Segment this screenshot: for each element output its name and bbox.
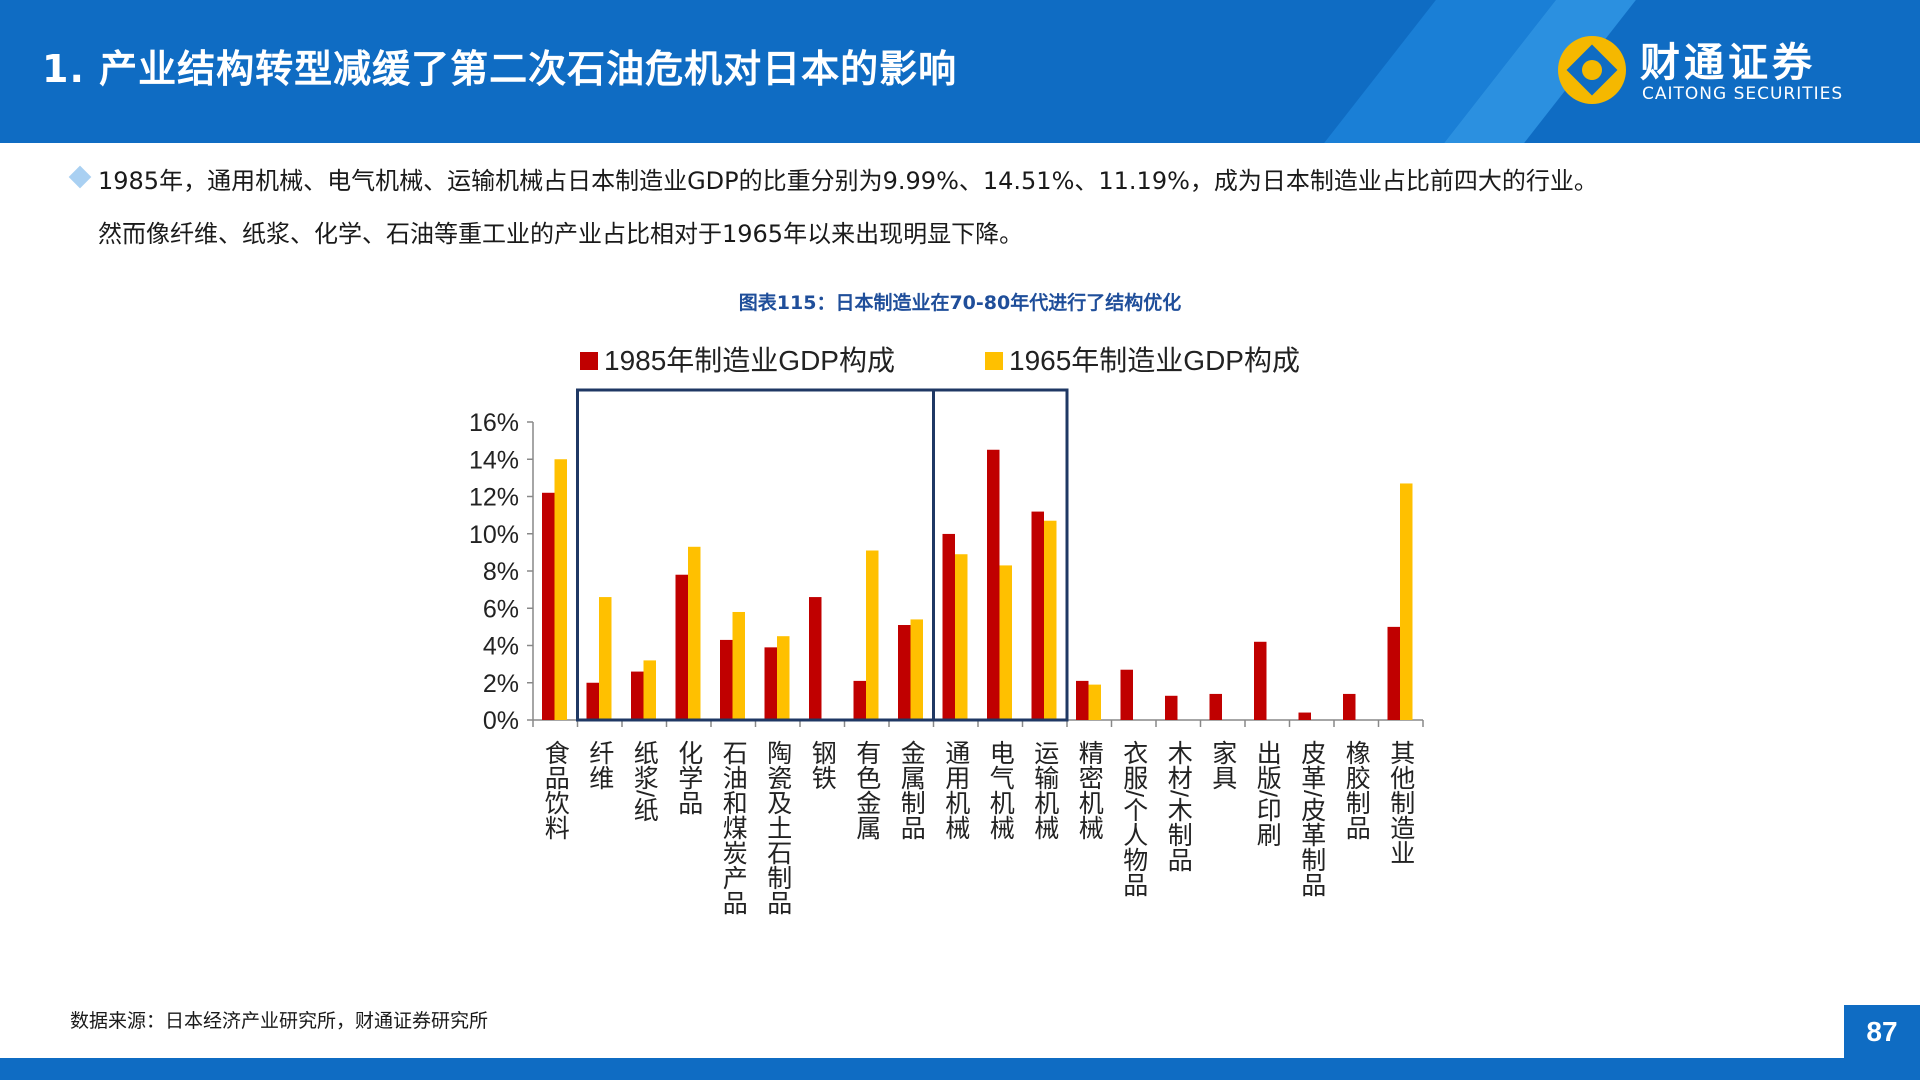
caitong-logo-icon bbox=[1558, 36, 1626, 104]
bar-1965 bbox=[1400, 483, 1413, 720]
x-category-label: 精密机械 bbox=[1075, 740, 1104, 840]
y-tick-label: 6% bbox=[483, 595, 519, 623]
logo-company-name-en: CAITONG SECURITIES bbox=[1642, 84, 1844, 104]
x-category-label: 橡胶制品 bbox=[1342, 740, 1371, 840]
y-tick-label: 0% bbox=[483, 707, 519, 735]
x-category-label: 化学品 bbox=[675, 740, 703, 815]
data-source-note: 数据来源：日本经济产业研究所，财通证券研究所 bbox=[70, 1010, 489, 1032]
y-tick-label: 2% bbox=[483, 670, 519, 698]
x-category-label: 食品饮料 bbox=[541, 740, 570, 840]
logo-company-name: 财通证券 bbox=[1640, 40, 1816, 86]
bar-1985 bbox=[1209, 693, 1222, 720]
bar-1985 bbox=[720, 639, 733, 720]
x-category-label: 陶瓷及土石制品 bbox=[764, 740, 793, 915]
y-tick-label: 12% bbox=[469, 484, 519, 512]
x-category-label: 钢铁 bbox=[808, 740, 837, 790]
bar-1965 bbox=[1088, 684, 1101, 720]
legend-swatch bbox=[580, 352, 598, 370]
bar-1965 bbox=[599, 597, 612, 720]
bar-1985 bbox=[898, 625, 911, 720]
body-line-1: 1985年，通用机械、电气机械、运输机械占日本制造业GDP的比重分别为9.99%… bbox=[98, 167, 1598, 195]
bar-1965 bbox=[910, 619, 923, 720]
bar-1965 bbox=[866, 550, 879, 720]
x-category-label: 纤维 bbox=[586, 740, 615, 790]
bar-1965 bbox=[1044, 520, 1057, 720]
legend-label: 1985年制造业GDP构成 bbox=[604, 345, 895, 376]
highlight-box-machinery bbox=[932, 388, 1069, 722]
page-number: 87 bbox=[1844, 1005, 1920, 1058]
x-category-label: 出版/印刷 bbox=[1253, 740, 1282, 847]
bar-1985 bbox=[1031, 511, 1044, 720]
bar-1985 bbox=[631, 671, 644, 720]
company-logo: 财通证券 CAITONG SECURITIES bbox=[1552, 26, 1872, 116]
bar-1985 bbox=[942, 533, 955, 720]
bar-1985 bbox=[1076, 680, 1089, 720]
y-tick-label: 16% bbox=[469, 409, 519, 437]
bar-1985 bbox=[809, 597, 822, 720]
legend-label: 1965年制造业GDP构成 bbox=[1009, 345, 1300, 376]
y-tick-label: 14% bbox=[469, 446, 519, 474]
x-category-label: 石油和煤炭产品 bbox=[719, 740, 748, 915]
bar-1985 bbox=[586, 682, 599, 720]
footer-bar bbox=[0, 1058, 1920, 1080]
x-category-label: 家具 bbox=[1209, 740, 1238, 790]
bar-1985 bbox=[764, 647, 777, 720]
bar-1985 bbox=[1120, 669, 1133, 720]
bar-1965 bbox=[554, 459, 567, 720]
x-category-label: 有色金属 bbox=[853, 740, 882, 840]
bar-1965 bbox=[688, 546, 701, 720]
bar-1985 bbox=[1298, 712, 1311, 720]
legend-swatch bbox=[985, 352, 1003, 370]
diamond-bullet-icon bbox=[68, 165, 92, 189]
x-category-label: 通用机械 bbox=[942, 740, 971, 840]
x-category-label: 电气机械 bbox=[986, 740, 1015, 840]
x-category-label: 纸浆/纸 bbox=[630, 740, 659, 822]
x-category-label: 木材/木制品 bbox=[1164, 740, 1193, 872]
bar-1985 bbox=[542, 492, 555, 720]
y-tick-label: 4% bbox=[483, 633, 519, 661]
bar-1965 bbox=[732, 611, 745, 720]
bar-1985 bbox=[675, 574, 688, 720]
bar-1985 bbox=[1254, 641, 1267, 720]
highlight-box-heavy-industry bbox=[576, 388, 935, 722]
bar-1985 bbox=[853, 680, 866, 720]
manufacturing-gdp-bar-chart: 0% 2% 4% 6% 8% 10% 12% 14% 16% 食品饮料 纤维 纸浆/纸 化学品 石油和煤炭… bbox=[469, 345, 1424, 915]
body-line-2: 然而像纤维、纸浆、化学、石油等重工业的产业占比相对于1965年以来出现明显下降。 bbox=[98, 220, 1024, 248]
x-category-label: 运输机械 bbox=[1031, 740, 1060, 840]
x-category-label: 金属制品 bbox=[897, 740, 926, 840]
bar-1965 bbox=[999, 565, 1012, 720]
y-tick-label: 10% bbox=[469, 521, 519, 549]
y-tick-label: 8% bbox=[483, 558, 519, 586]
header-bar: 1. 产业结构转型减缓了第二次石油危机对日本的影响 财通证券 CAITONG S… bbox=[0, 0, 1920, 143]
page-title: 1. 产业结构转型减缓了第二次石油危机对日本的影响 bbox=[42, 47, 958, 91]
x-category-label: 衣服/个人物品 bbox=[1120, 740, 1149, 897]
bar-1965 bbox=[777, 636, 790, 720]
bar-1965 bbox=[955, 554, 968, 720]
bar-1985 bbox=[1387, 626, 1400, 720]
bar-1985 bbox=[987, 449, 1000, 720]
bar-1965 bbox=[643, 660, 656, 720]
x-category-label: 其他制造业 bbox=[1387, 740, 1416, 865]
bar-1985 bbox=[1343, 693, 1356, 720]
chart-caption: 图表115：日本制造业在70-80年代进行了结构优化 bbox=[738, 292, 1182, 314]
x-category-label: 皮革/皮革制品 bbox=[1298, 740, 1327, 897]
bar-1985 bbox=[1165, 695, 1178, 720]
